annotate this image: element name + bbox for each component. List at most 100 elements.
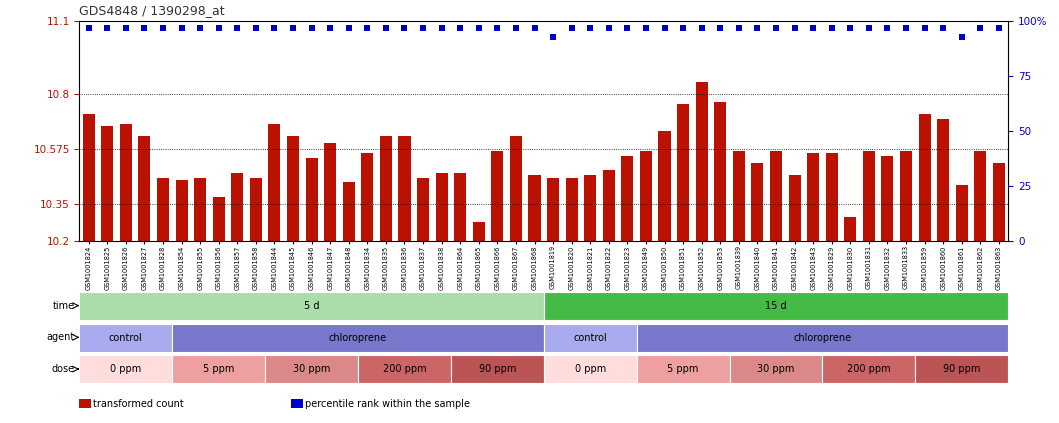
Bar [491, 151, 503, 241]
Text: 0 ppm: 0 ppm [575, 364, 606, 374]
Point [359, 25, 376, 31]
Text: 30 ppm: 30 ppm [293, 364, 330, 374]
Point [972, 25, 989, 31]
Text: 5 ppm: 5 ppm [203, 364, 234, 374]
Bar [770, 151, 782, 241]
Bar [157, 178, 169, 241]
Bar [993, 163, 1005, 241]
Point [266, 25, 283, 31]
Point [823, 25, 840, 31]
Bar [585, 175, 596, 241]
Text: 90 ppm: 90 ppm [479, 364, 516, 374]
Bar [544, 292, 1008, 320]
Point [229, 25, 246, 31]
Bar [287, 136, 299, 241]
Point [452, 25, 469, 31]
Point [98, 25, 115, 31]
Bar [826, 153, 838, 241]
Text: dose: dose [52, 364, 75, 374]
Point [303, 25, 320, 31]
Bar [451, 355, 544, 383]
Bar [213, 197, 225, 241]
Point [211, 25, 228, 31]
Bar [659, 131, 670, 241]
Bar [677, 104, 689, 241]
Text: 5 d: 5 d [304, 301, 320, 311]
Bar [915, 355, 1008, 383]
Point [618, 25, 635, 31]
Bar [881, 156, 894, 241]
Point [396, 25, 413, 31]
Bar [937, 119, 949, 241]
Point [433, 25, 450, 31]
Bar [79, 324, 173, 352]
Text: transformed count: transformed count [93, 398, 184, 409]
Bar [79, 292, 544, 320]
Bar [696, 82, 707, 241]
Point [638, 25, 654, 31]
Text: 200 ppm: 200 ppm [847, 364, 891, 374]
Bar [268, 124, 281, 241]
Point [544, 33, 561, 40]
Bar [636, 324, 1008, 352]
Bar [636, 355, 730, 383]
Point [694, 25, 711, 31]
Text: 15 d: 15 d [766, 301, 787, 311]
Bar [250, 178, 262, 241]
Point [248, 25, 265, 31]
Bar [900, 151, 912, 241]
Point [526, 25, 543, 31]
Text: GDS4848 / 1390298_at: GDS4848 / 1390298_at [79, 4, 226, 17]
Point [285, 25, 302, 31]
Point [731, 25, 748, 31]
Bar [380, 136, 392, 241]
Bar [544, 324, 636, 352]
Bar [231, 173, 244, 241]
Point [786, 25, 803, 31]
Bar [823, 355, 915, 383]
Bar [358, 355, 451, 383]
Text: control: control [573, 332, 607, 343]
Point [990, 25, 1007, 31]
Bar [844, 217, 857, 241]
Bar [974, 151, 986, 241]
Point [675, 25, 692, 31]
Point [860, 25, 877, 31]
Bar [528, 175, 540, 241]
Bar [398, 136, 411, 241]
Point [80, 25, 97, 31]
Point [879, 25, 896, 31]
Text: time: time [53, 301, 75, 310]
Point [953, 33, 970, 40]
Point [898, 25, 915, 31]
Point [173, 25, 190, 31]
Text: agent: agent [47, 332, 75, 342]
Bar [603, 170, 615, 241]
Point [768, 25, 785, 31]
Point [118, 25, 134, 31]
Bar [79, 355, 173, 383]
Bar [752, 163, 764, 241]
Point [414, 25, 431, 31]
Bar [173, 355, 265, 383]
Bar [714, 102, 726, 241]
Point [916, 25, 933, 31]
Point [470, 25, 487, 31]
Bar [265, 355, 358, 383]
Bar [509, 136, 522, 241]
Point [377, 25, 394, 31]
Bar [918, 114, 931, 241]
Point [155, 25, 172, 31]
Point [322, 25, 339, 31]
Bar [807, 153, 820, 241]
Bar [173, 324, 544, 352]
Point [563, 25, 580, 31]
Bar [472, 222, 485, 241]
Bar [566, 178, 578, 241]
Text: chloroprene: chloroprene [793, 332, 851, 343]
Point [657, 25, 674, 31]
Bar [324, 143, 336, 241]
Bar [733, 151, 744, 241]
Bar [102, 126, 113, 241]
Bar [454, 173, 466, 241]
